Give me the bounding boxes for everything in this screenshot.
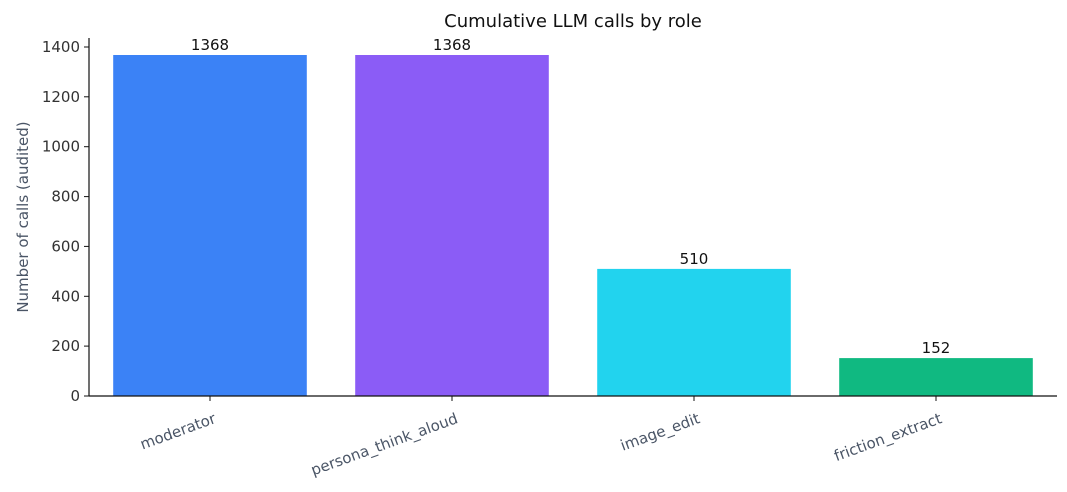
bar-persona-think-aloud [355,55,549,396]
data-label-image-edit: 510 [680,250,709,268]
y-axis-ticks: 0 200 400 600 800 1000 1200 1400 [42,38,89,405]
data-labels-group: 1368 1368 510 152 [191,36,950,357]
data-label-friction-extract: 152 [922,339,951,357]
y-tick-label: 600 [51,237,80,255]
chart-title: Cumulative LLM calls by role [444,11,702,32]
y-tick-label: 1400 [42,38,80,56]
y-tick-label: 400 [51,287,80,305]
x-tick-label-moderator: moderator [138,409,219,453]
bars-group [113,55,1033,396]
x-axis-ticks: moderator persona_think_aloud image_edit fr… [138,396,945,480]
y-tick-label: 800 [51,188,80,206]
y-tick-label: 0 [70,387,80,405]
data-label-persona-think-aloud: 1368 [433,36,471,54]
x-tick-label-persona-think-aloud: persona_think_aloud [308,409,460,480]
x-tick-label-image-edit: image_edit [618,409,703,455]
y-tick-label: 200 [51,337,80,355]
data-label-moderator: 1368 [191,36,229,54]
y-tick-label: 1200 [42,88,80,106]
bar-image-edit [597,268,791,396]
y-axis-title: Number of calls (audited) [14,121,32,312]
y-tick-label: 1000 [42,138,80,156]
x-tick-label-friction-extract: friction_extract [832,409,945,466]
bar-friction-extract [839,358,1033,396]
bar-moderator [113,55,307,396]
